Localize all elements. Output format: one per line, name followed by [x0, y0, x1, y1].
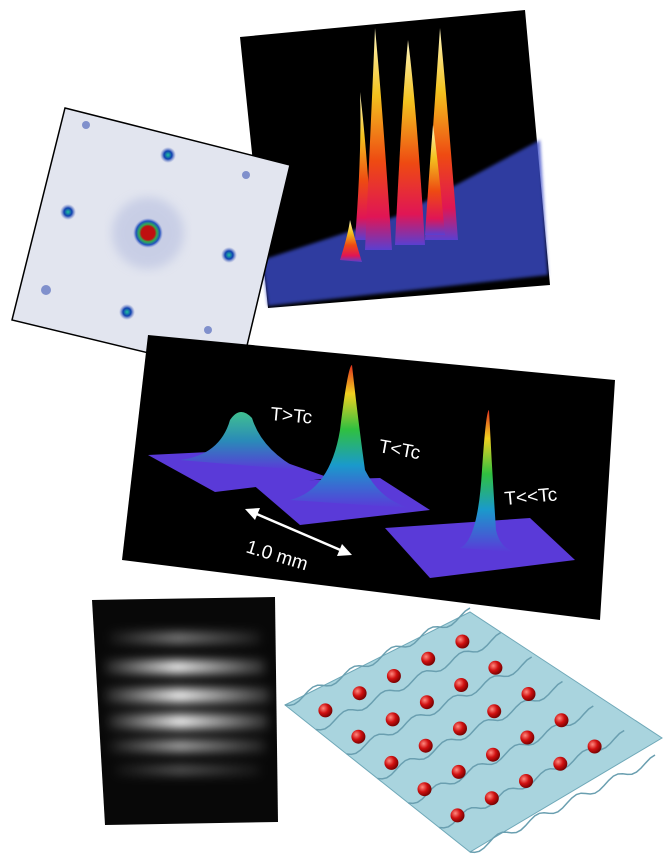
scale-arrow: [251, 510, 346, 554]
atom: [385, 712, 400, 727]
lattice-ridge: [377, 680, 563, 780]
atom: [519, 774, 533, 788]
atom: [450, 808, 465, 823]
atom: [553, 756, 568, 771]
lattice-ridge: [284, 607, 471, 707]
lattice-ridge: [346, 656, 533, 756]
atom: [520, 730, 535, 745]
atom: [419, 695, 434, 710]
atom: [386, 669, 401, 683]
atom: [351, 729, 366, 744]
fringe-image: [92, 597, 278, 825]
atom: [587, 739, 602, 754]
atom: [418, 738, 433, 753]
lattice-ridge: [315, 631, 502, 731]
atom: [451, 764, 466, 779]
atom: [521, 687, 536, 701]
atom: [352, 686, 367, 701]
label: T<<Tc: [504, 484, 558, 510]
lattice-ridge: [469, 754, 656, 854]
atom: [484, 791, 499, 806]
atom: [453, 721, 467, 736]
atom: [417, 782, 432, 797]
atom: [486, 747, 500, 762]
optical-lattice: [284, 607, 663, 854]
atom: [488, 660, 503, 675]
condensate-panel: T>Tc T<Tc T<<Tc 1.0 mm: [122, 335, 615, 620]
atom: [318, 703, 333, 718]
diffraction-panel: [11, 107, 291, 376]
atom: [554, 713, 569, 728]
atom: [384, 755, 399, 770]
label: T>Tc: [270, 404, 313, 429]
atom: [455, 634, 470, 649]
atom: [487, 704, 502, 719]
atom: [454, 678, 469, 692]
atom: [421, 651, 436, 666]
spike-panel: [240, 10, 550, 308]
